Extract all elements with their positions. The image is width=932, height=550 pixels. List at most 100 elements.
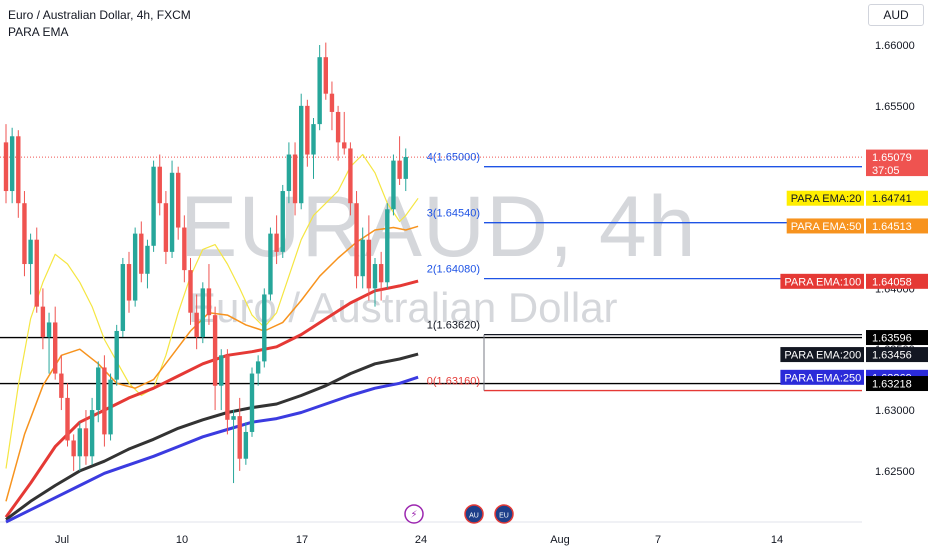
candle-body[interactable] [114, 330, 119, 380]
lightning-icon-glyph: ⚡ [410, 510, 417, 521]
price-tag-box [866, 330, 928, 346]
y-tick-label: 1.62500 [875, 466, 915, 478]
candle-body[interactable] [16, 136, 21, 204]
candle-body[interactable] [329, 93, 335, 112]
candle-body[interactable] [77, 428, 82, 457]
candle-body[interactable] [9, 136, 15, 192]
candle-body[interactable] [71, 440, 76, 457]
candle-body[interactable] [323, 57, 328, 94]
candle-body[interactable] [305, 105, 310, 155]
candle-body[interactable] [311, 124, 316, 155]
ema-name-box [780, 347, 864, 363]
candle-body[interactable] [354, 203, 359, 277]
price-tag-value: 1.63596 [872, 333, 912, 345]
candle-body[interactable] [46, 322, 52, 338]
candle-body[interactable] [3, 142, 9, 192]
candle-body[interactable] [120, 264, 126, 331]
candle-body[interactable] [176, 172, 181, 228]
candle-body[interactable] [280, 191, 285, 252]
ema-name-label: PARA EMA:50 [791, 221, 862, 233]
candle-body[interactable] [188, 270, 193, 313]
candle-body[interactable] [249, 373, 255, 432]
candle-body[interactable] [378, 264, 384, 283]
candle-body[interactable] [385, 209, 390, 283]
candle-body[interactable] [28, 239, 33, 265]
candle-body[interactable] [212, 315, 218, 386]
candle-body[interactable] [391, 160, 396, 210]
au-flag-icon[interactable] [464, 504, 484, 524]
currency-button[interactable]: AUD [868, 4, 924, 26]
countdown-box [866, 163, 928, 177]
candle-body[interactable] [397, 160, 402, 179]
candle-body[interactable] [403, 156, 408, 179]
eu-flag-icon[interactable] [494, 504, 514, 524]
candle-body[interactable] [89, 410, 95, 457]
price-tag-value: 1.64741 [872, 193, 912, 205]
candle-body[interactable] [292, 154, 298, 204]
level-label: 4(1.65000) [427, 152, 480, 164]
candle-body[interactable] [219, 355, 224, 386]
candle-body[interactable] [342, 142, 347, 149]
candle-body[interactable] [194, 312, 199, 338]
candle-body[interactable] [40, 306, 46, 338]
ema-line [5, 225, 419, 502]
candle-body[interactable] [182, 227, 187, 271]
price-tag-value: 1.63218 [872, 379, 912, 391]
ema-name-box [780, 273, 864, 289]
ema-name-label: PARA EMA:20 [791, 193, 862, 205]
candle-body[interactable] [157, 166, 162, 204]
candle-body[interactable] [231, 416, 236, 420]
candle-body[interactable] [348, 148, 353, 204]
candle-body[interactable] [96, 367, 101, 411]
price-tag-box [866, 273, 928, 289]
level-label: 0(1.63160) [427, 376, 480, 388]
ema-name-box [786, 218, 864, 234]
x-tick-label: 14 [771, 534, 783, 546]
candle-body[interactable] [126, 264, 132, 301]
candle-body[interactable] [151, 166, 156, 246]
price-tag-value: 1.64513 [872, 221, 912, 233]
candle-body[interactable] [299, 105, 304, 204]
candle-body[interactable] [335, 111, 341, 143]
candle-body[interactable] [366, 239, 372, 289]
price-tag-box [866, 376, 928, 392]
candle-body[interactable] [237, 416, 242, 459]
candle-body[interactable] [59, 373, 64, 398]
candle-body[interactable] [360, 239, 365, 277]
au-flag-icon-glyph: AU [469, 513, 479, 520]
price-tag-box [866, 190, 928, 206]
candle-body[interactable] [200, 288, 205, 338]
candle-body[interactable] [286, 154, 292, 192]
candle-body[interactable] [83, 428, 89, 457]
candle-body[interactable] [102, 367, 107, 435]
candle-body[interactable] [255, 361, 261, 374]
ema-name-box [786, 190, 864, 206]
candle-body[interactable] [225, 355, 230, 420]
candle-body[interactable] [22, 203, 27, 265]
lightning-icon[interactable] [404, 504, 424, 524]
candle-body[interactable] [274, 233, 279, 252]
candle-body[interactable] [145, 245, 150, 274]
indicator-label[interactable]: PARA EMA [8, 25, 69, 39]
candle-body[interactable] [268, 233, 273, 295]
candle-body[interactable] [53, 322, 58, 374]
candle-body[interactable] [139, 233, 144, 274]
countdown-label: 37:05 [872, 165, 900, 177]
candle-body[interactable] [65, 397, 70, 441]
candle-body[interactable] [34, 239, 39, 307]
symbol-title[interactable]: Euro / Australian Dollar, 4h, FXCM [8, 8, 191, 22]
price-tag-box [866, 347, 928, 363]
candle-body[interactable] [132, 233, 138, 301]
candle-body[interactable] [169, 172, 175, 252]
ema-name-label: PARA EMA:250 [784, 372, 861, 384]
candle-body[interactable] [372, 264, 378, 289]
candle-body[interactable] [243, 431, 249, 459]
candle-body[interactable] [163, 203, 169, 252]
candle-body[interactable] [317, 57, 322, 125]
candle-body[interactable] [206, 288, 212, 316]
x-tick-label: Jul [55, 534, 69, 546]
candle-body[interactable] [262, 294, 267, 362]
candle-body[interactable] [108, 379, 113, 435]
